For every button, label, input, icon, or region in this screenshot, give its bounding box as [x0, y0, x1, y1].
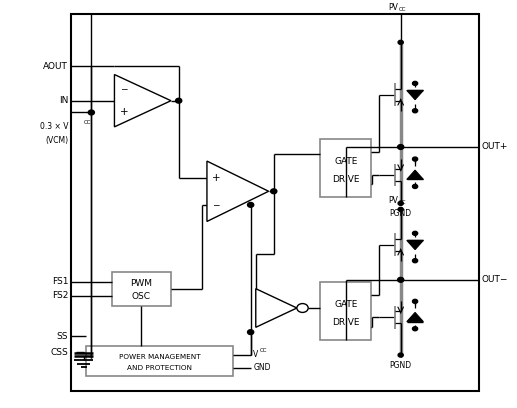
Text: OUT−: OUT− — [482, 275, 508, 284]
Circle shape — [398, 40, 403, 44]
Text: CC: CC — [399, 7, 407, 12]
Circle shape — [271, 189, 277, 194]
Circle shape — [398, 201, 403, 205]
Text: +: + — [119, 107, 128, 118]
Text: PGND: PGND — [390, 361, 412, 370]
Text: −: − — [119, 84, 127, 93]
Circle shape — [398, 277, 404, 282]
Text: +: + — [212, 173, 221, 183]
Circle shape — [398, 353, 403, 357]
Polygon shape — [407, 240, 423, 250]
Circle shape — [398, 207, 403, 211]
Text: 0.3 × V: 0.3 × V — [40, 122, 68, 131]
Bar — [320, 139, 371, 197]
Text: CC: CC — [399, 200, 407, 205]
Text: POWER MANAGEMENT: POWER MANAGEMENT — [118, 354, 200, 360]
Bar — [86, 346, 233, 377]
Text: CC: CC — [84, 120, 91, 124]
Circle shape — [413, 259, 418, 263]
Text: CSS: CSS — [51, 348, 68, 357]
Circle shape — [413, 109, 418, 113]
Polygon shape — [407, 170, 423, 180]
Text: PWM: PWM — [130, 279, 153, 288]
Circle shape — [248, 202, 254, 207]
Bar — [320, 282, 371, 340]
Bar — [112, 272, 171, 306]
Circle shape — [413, 231, 418, 235]
Text: PV: PV — [388, 3, 398, 12]
Text: DRIVE: DRIVE — [332, 318, 359, 327]
Circle shape — [413, 157, 418, 161]
Text: −: − — [212, 200, 220, 209]
Text: V: V — [253, 350, 258, 359]
Text: GND: GND — [253, 364, 271, 373]
Text: GATE: GATE — [334, 157, 357, 166]
Circle shape — [297, 304, 308, 313]
Polygon shape — [207, 161, 269, 222]
Circle shape — [413, 327, 418, 331]
Text: OSC: OSC — [132, 292, 151, 301]
Circle shape — [248, 330, 254, 335]
Text: SS: SS — [57, 332, 68, 341]
Text: CC: CC — [260, 348, 267, 353]
Polygon shape — [114, 75, 171, 127]
Text: FS1: FS1 — [52, 277, 68, 286]
Text: AOUT: AOUT — [43, 62, 68, 71]
Circle shape — [176, 98, 182, 103]
Text: OUT+: OUT+ — [482, 142, 508, 151]
Polygon shape — [407, 313, 423, 322]
Polygon shape — [407, 91, 423, 100]
Text: FS2: FS2 — [52, 291, 68, 300]
Circle shape — [398, 144, 404, 149]
Circle shape — [413, 299, 418, 304]
Circle shape — [413, 81, 418, 85]
Text: PV: PV — [388, 196, 398, 205]
Text: AND PROTECTION: AND PROTECTION — [127, 365, 192, 371]
Text: PGND: PGND — [390, 209, 412, 218]
Text: GATE: GATE — [334, 299, 357, 308]
Circle shape — [88, 110, 95, 115]
Circle shape — [413, 184, 418, 188]
Text: (VCM): (VCM) — [45, 136, 68, 145]
Bar — [71, 14, 479, 390]
Polygon shape — [256, 289, 297, 327]
Text: DRIVE: DRIVE — [332, 175, 359, 184]
Text: IN: IN — [59, 96, 68, 105]
